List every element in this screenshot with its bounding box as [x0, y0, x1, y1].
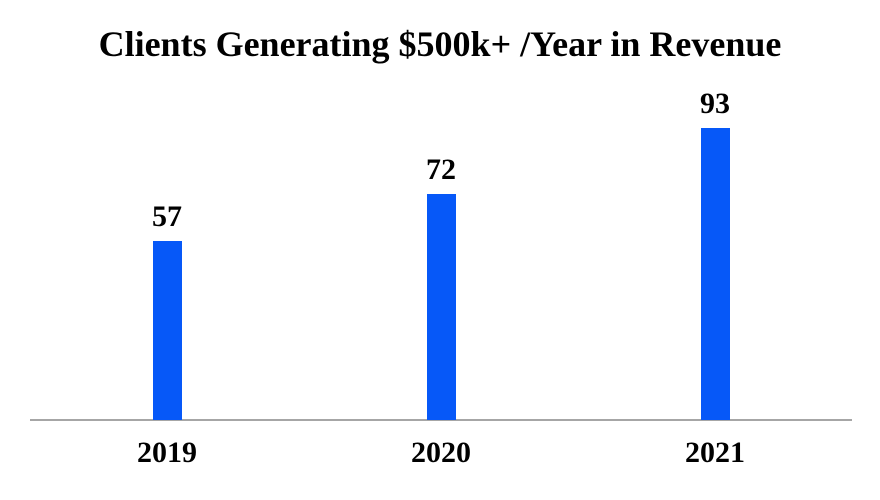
x-axis-line: [30, 419, 852, 421]
bar: [426, 194, 456, 420]
bar-value-label: 72: [426, 153, 456, 186]
bar-value-label: 57: [152, 200, 182, 233]
x-tick-label: 2021: [685, 436, 745, 469]
x-tick-label: 2020: [411, 436, 471, 469]
bar-group: 93: [655, 89, 775, 420]
bar-group: 72: [381, 155, 501, 420]
bar: [152, 241, 182, 420]
bar: [700, 128, 730, 420]
bar-group: 57: [107, 202, 227, 420]
bar-value-label: 93: [700, 87, 730, 120]
x-tick-label: 2019: [137, 436, 197, 469]
chart-title: Clients Generating $500k+ /Year in Reven…: [98, 24, 782, 64]
